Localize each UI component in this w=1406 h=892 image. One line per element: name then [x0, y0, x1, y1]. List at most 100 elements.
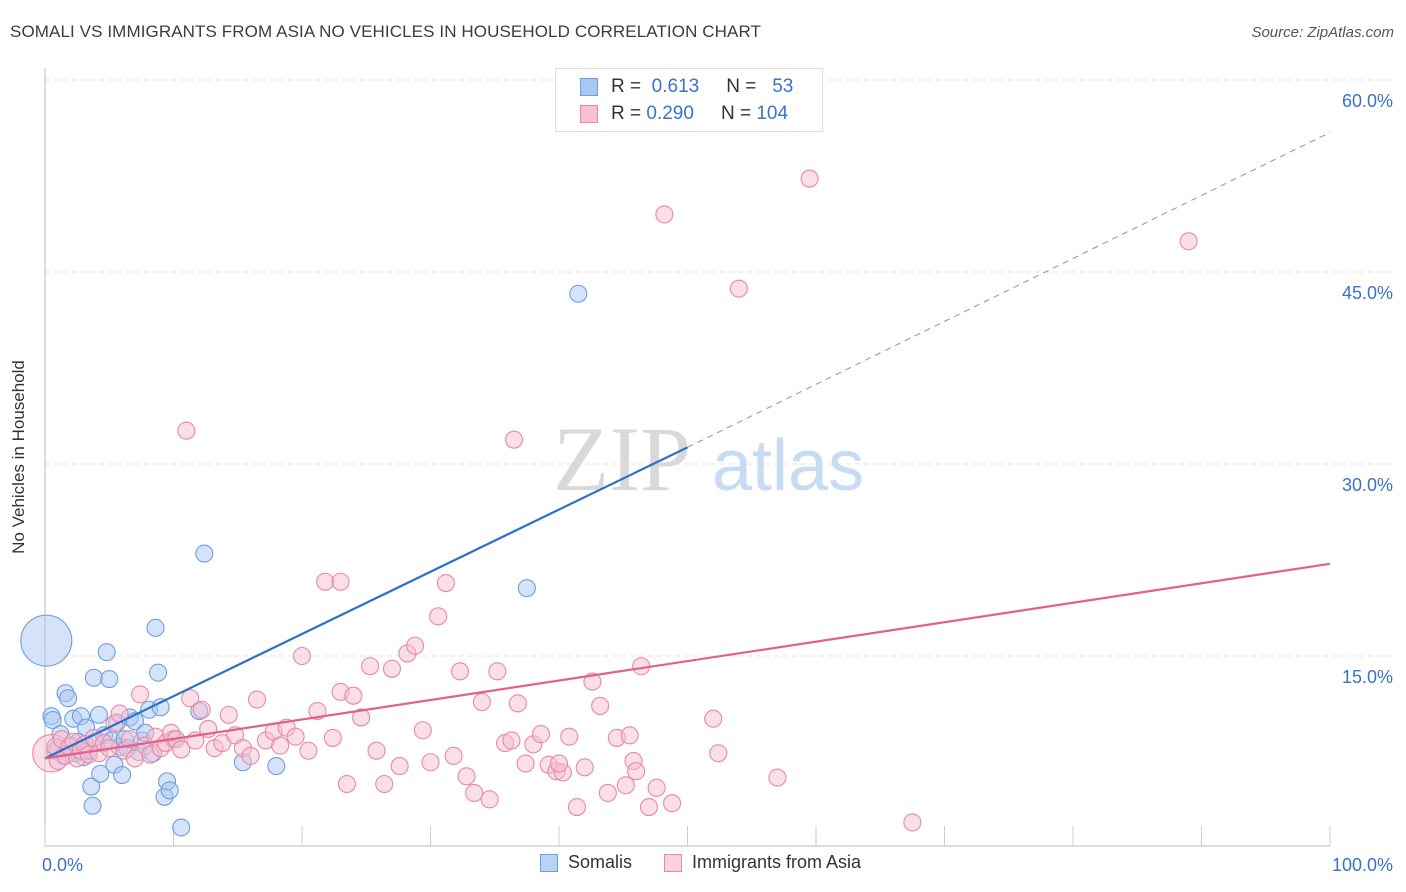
point-asia-106	[627, 762, 646, 781]
point-asia-29	[177, 421, 196, 440]
point-asia-55	[361, 657, 380, 676]
point-asia-99	[768, 768, 787, 787]
r-label: R =	[611, 103, 642, 124]
r-value: 0.613	[651, 76, 700, 97]
point-asia-43	[271, 736, 290, 755]
point-asia-107	[620, 726, 639, 745]
point-somalis-30	[113, 765, 132, 785]
point-somalis-45	[160, 781, 179, 800]
legend-label-somalis: Somalis	[568, 852, 633, 872]
trend-lines	[44, 132, 1331, 760]
point-asia-30	[181, 689, 200, 708]
trend-line-somalis	[44, 446, 688, 760]
somalis-swatch	[580, 78, 598, 96]
legend: Somalis Immigrants from Asia	[540, 852, 893, 873]
trend-line-asia	[44, 562, 1331, 760]
r-label: R =	[611, 76, 642, 97]
legend-label-asia: Immigrants from Asia	[692, 852, 862, 872]
point-somalis-51	[267, 757, 286, 776]
r-value: 0.290	[646, 103, 694, 124]
point-asia-18	[120, 730, 139, 749]
point-asia-63	[421, 753, 440, 772]
point-somalis-2	[43, 710, 62, 730]
watermark-atlas: atlas	[712, 426, 864, 506]
point-somalis-53	[517, 579, 536, 598]
point-asia-59	[390, 757, 409, 776]
point-asia-28	[172, 740, 191, 759]
chart-title: SOMALI VS IMMIGRANTS FROM ASIA NO VEHICL…	[10, 22, 762, 41]
point-asia-54	[352, 708, 371, 727]
point-asia-69	[465, 783, 484, 803]
stats-row-asia: R = 0.290 N = 104	[580, 101, 788, 127]
point-asia-57	[375, 774, 394, 794]
point-asia-85	[583, 672, 602, 691]
legend-item-somalis[interactable]: Somalis	[540, 852, 632, 873]
point-somalis-17	[82, 777, 101, 796]
stats-row-somalis: R = 0.613 N = 53	[580, 74, 793, 100]
n-value: 104	[756, 103, 789, 124]
y-tick-label-1: 30.0%	[1342, 475, 1393, 495]
n-label: N =	[720, 103, 752, 124]
tick-labels: 15.0% 30.0% 45.0% 60.0% 0.0% 100.0%	[42, 91, 1393, 875]
point-asia-98	[729, 279, 748, 298]
point-asia-100	[800, 169, 819, 188]
point-asia-97	[709, 744, 728, 763]
point-asia-76	[516, 754, 535, 773]
point-asia-61	[406, 636, 425, 655]
point-asia-32	[192, 700, 211, 719]
point-asia-95	[663, 794, 682, 813]
point-asia-72	[488, 662, 507, 681]
point-asia-64	[429, 607, 448, 626]
point-asia-20	[131, 685, 150, 704]
point-asia-86	[591, 696, 610, 715]
y-tick-label-3: 60.0%	[1342, 91, 1393, 111]
point-asia-104	[504, 430, 524, 449]
axes	[44, 68, 1331, 847]
point-asia-50	[323, 728, 342, 747]
point-somalis-18	[83, 796, 102, 815]
data-points	[20, 169, 1198, 837]
point-asia-92	[639, 797, 659, 817]
point-somalis-40	[146, 618, 165, 637]
legend-item-asia[interactable]: Immigrants from Asia	[664, 852, 861, 873]
point-somalis-41	[149, 663, 168, 682]
x-tick-label-1: 100.0%	[1332, 855, 1393, 875]
trend-extension-somalis	[687, 132, 1331, 448]
grid-lines	[45, 79, 1395, 657]
point-asia-39	[241, 746, 260, 765]
point-somalis-24	[97, 643, 116, 662]
point-asia-83	[567, 797, 587, 817]
point-asia-65	[436, 573, 455, 593]
point-asia-66	[444, 746, 463, 765]
stats-box: R = 0.613 N = 53 R = 0.290 N = 104	[555, 68, 823, 132]
point-asia-45	[286, 727, 305, 746]
point-asia-40	[247, 690, 267, 709]
asia-swatch	[580, 105, 598, 123]
x-tick-label-0: 0.0%	[42, 855, 83, 875]
point-asia-93	[647, 778, 666, 797]
point-asia-94	[655, 205, 674, 224]
point-somalis-52	[569, 284, 588, 303]
point-asia-75	[508, 694, 527, 713]
watermark: ZIP atlas	[553, 408, 864, 510]
point-somalis-19	[84, 668, 103, 687]
point-asia-89	[616, 776, 635, 795]
legend-swatch-asia	[664, 853, 683, 872]
point-somalis-49	[195, 544, 214, 563]
chart-source: Source: ZipAtlas.com	[1251, 24, 1394, 41]
point-asia-58	[382, 659, 402, 678]
point-somalis-8	[59, 689, 78, 708]
point-asia-70	[472, 693, 491, 712]
point-asia-36	[219, 705, 238, 724]
point-asia-67	[451, 662, 470, 681]
n-label: N =	[726, 76, 757, 97]
point-asia-52	[337, 774, 357, 794]
point-asia-47	[299, 741, 318, 760]
point-asia-84	[575, 758, 594, 777]
point-asia-68	[457, 767, 476, 786]
point-somalis-21	[89, 705, 109, 724]
point-asia-49	[316, 572, 335, 591]
y-tick-label-0: 15.0%	[1342, 667, 1393, 687]
point-asia-102	[1179, 232, 1198, 251]
